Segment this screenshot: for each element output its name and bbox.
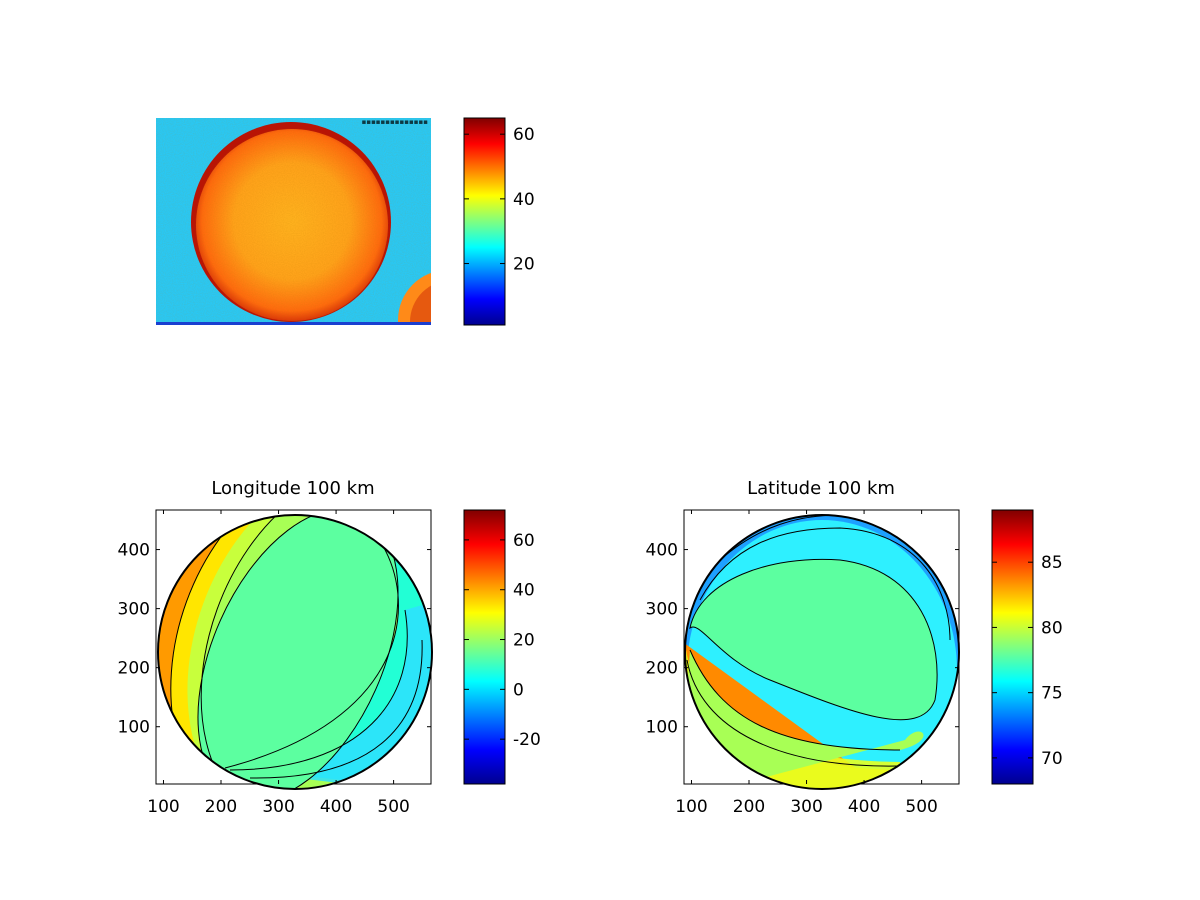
x-tick-label: 300 xyxy=(262,797,294,817)
x-tick-label: 100 xyxy=(147,797,179,817)
latitude-panel: Latitude 100 km 100 200 300 400 500 100 200 300… xyxy=(646,478,1063,817)
colorbar-tick-label: 20 xyxy=(513,255,535,275)
lon-contour-3 xyxy=(170,515,432,789)
x-tick-label: 500 xyxy=(905,797,937,817)
x-tick-label: 400 xyxy=(320,797,352,817)
colorbar-tick-label: 20 xyxy=(513,631,535,651)
y-tick-label: 200 xyxy=(646,659,678,679)
image-panel: ▪▪▪▪▪▪▪▪▪▪▪▪▪▪ 20 40 60 xyxy=(156,117,535,326)
colorbar-tick-label: 0 xyxy=(513,680,524,700)
lon-contour-5 xyxy=(224,537,399,769)
x-tick-label: 400 xyxy=(848,797,880,817)
colorbar-tick-label: 60 xyxy=(513,125,535,145)
image-partial-disk-core xyxy=(410,285,431,325)
x-tick-label: 200 xyxy=(205,797,237,817)
x-tick-label: 500 xyxy=(377,797,409,817)
lon-contour-2 xyxy=(200,515,432,789)
colorbar-tick-label: 60 xyxy=(513,531,535,551)
colorbar-tick-label: 75 xyxy=(1041,684,1063,704)
colorbar-tick-label: 85 xyxy=(1041,553,1063,573)
image-disk-texture xyxy=(190,124,395,324)
image-stamp: ▪▪▪▪▪▪▪▪▪▪▪▪▪▪ xyxy=(362,118,429,126)
y-tick-label: 200 xyxy=(118,659,150,679)
colorbar-tick-label: -20 xyxy=(513,730,541,750)
lat-disk-edge xyxy=(684,514,960,790)
colorbar-2: -20 0 20 40 60 xyxy=(463,509,541,785)
colorbar-tick-label: 80 xyxy=(1041,618,1063,638)
lat-band-green xyxy=(690,559,938,720)
lon-contour-1 xyxy=(197,515,399,789)
colorbar-tick-label: 40 xyxy=(513,190,535,210)
y-tick-label: 400 xyxy=(646,541,678,561)
y-tick-label: 400 xyxy=(118,541,150,561)
lat-contour-4 xyxy=(699,527,951,641)
x-tick-label: 300 xyxy=(790,797,822,817)
y-tick-label: 100 xyxy=(118,718,150,738)
colorbar-1: 20 40 60 xyxy=(463,117,535,326)
lon-band-green-center xyxy=(197,515,399,789)
lat-contour-2 xyxy=(689,649,901,751)
lon-disk-edge xyxy=(157,514,433,790)
x-tick-label: 100 xyxy=(675,797,707,817)
longitude-ticks: 100 200 300 400 500 100 200 300 400 xyxy=(118,510,431,817)
x-tick-label: 200 xyxy=(733,797,765,817)
latitude-title: Latitude 100 km xyxy=(747,478,895,499)
lat-contour-3 xyxy=(686,659,899,767)
y-tick-label: 300 xyxy=(646,600,678,620)
colorbar-3: 70 75 80 85 xyxy=(991,509,1063,785)
lat-contour-1 xyxy=(689,558,938,721)
y-tick-label: 300 xyxy=(118,600,150,620)
longitude-title: Longitude 100 km xyxy=(211,478,374,499)
latitude-ticks: 100 200 300 400 500 100 200 300 400 xyxy=(646,510,959,817)
colorbar-tick-label: 40 xyxy=(513,581,535,601)
lon-contour-7 xyxy=(249,639,423,779)
longitude-panel: Longitude 100 km xyxy=(118,478,541,817)
image-bottom-stripe xyxy=(156,322,431,325)
y-tick-label: 100 xyxy=(646,718,678,738)
lon-band-blue-right xyxy=(230,600,432,789)
colorbar-tick-label: 70 xyxy=(1041,749,1063,769)
latitude-map xyxy=(685,515,959,789)
lon-contour-6 xyxy=(229,609,408,771)
